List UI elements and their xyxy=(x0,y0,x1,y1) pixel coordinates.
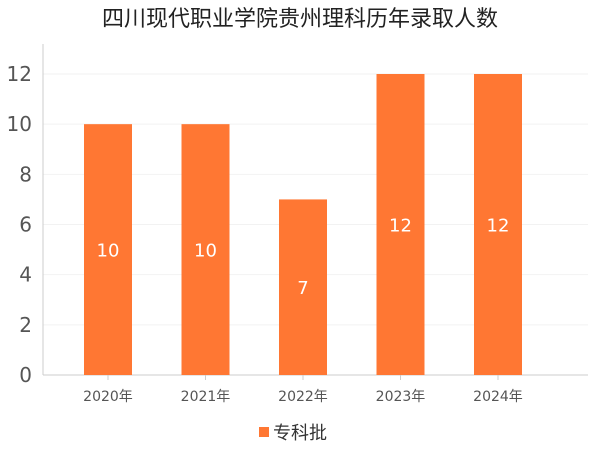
data-label: 7 xyxy=(297,278,308,299)
x-tick-label: 2021年 xyxy=(181,389,231,405)
x-tick-label: 2024年 xyxy=(473,389,523,405)
y-tick-label: 12 xyxy=(7,62,32,86)
y-tick-label: 10 xyxy=(7,112,32,136)
bar[interactable] xyxy=(181,124,230,376)
bar[interactable] xyxy=(279,199,327,375)
data-label: 12 xyxy=(487,216,510,237)
data-label: 10 xyxy=(194,241,217,262)
data-label: 12 xyxy=(389,216,412,237)
y-tick-label: 8 xyxy=(19,162,32,186)
y-tick-label: 0 xyxy=(19,363,32,387)
bar[interactable] xyxy=(474,74,522,375)
x-axis-ticks: 2020年 2021年 2022年 2023年 2024年 xyxy=(83,375,523,405)
y-tick-label: 2 xyxy=(19,313,32,337)
legend-label: 专科批 xyxy=(273,423,327,444)
data-label: 10 xyxy=(97,241,120,262)
legend-swatch xyxy=(259,427,269,437)
bar[interactable] xyxy=(84,124,132,376)
y-axis-ticks: 0 2 4 6 8 10 12 xyxy=(7,62,32,387)
x-tick-label: 2020年 xyxy=(83,389,133,405)
y-tick-label: 6 xyxy=(19,213,32,237)
bars xyxy=(84,74,522,376)
chart-title: 四川现代职业学院贵州理科历年录取人数 xyxy=(102,7,498,32)
data-labels: 10 10 7 12 12 xyxy=(97,216,510,300)
y-tick-label: 4 xyxy=(19,263,32,287)
x-tick-label: 2023年 xyxy=(376,389,426,405)
legend[interactable]: 专科批 xyxy=(259,423,327,444)
x-tick-label: 2022年 xyxy=(278,389,328,405)
bar[interactable] xyxy=(376,74,425,375)
